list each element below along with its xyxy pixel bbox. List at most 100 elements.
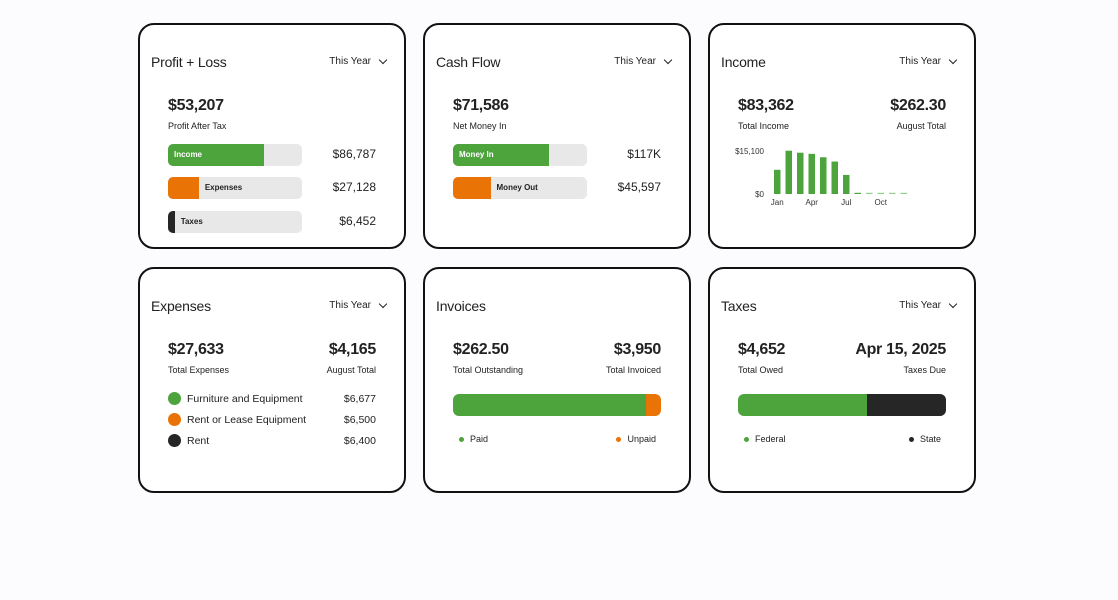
period-label: This Year bbox=[614, 56, 656, 67]
legend-state: State bbox=[908, 434, 941, 444]
income-bar-feb bbox=[785, 150, 792, 194]
category-value: $6,400 bbox=[343, 435, 376, 447]
taxes-due-date: Apr 15, 2025 bbox=[855, 341, 946, 358]
income-bar-mar bbox=[797, 152, 804, 194]
bar-label: Money In bbox=[459, 150, 494, 159]
taxes-card: Taxes This Year $4,652 Total Owed Apr 15… bbox=[708, 267, 976, 493]
bar-label: Money Out bbox=[496, 183, 538, 192]
legend-paid: Paid bbox=[459, 434, 488, 444]
card-title: Invoices bbox=[436, 298, 486, 314]
expenses-card: Expenses This Year $27,633 Total Expense… bbox=[138, 267, 406, 493]
august-total-label: August Total bbox=[326, 365, 376, 375]
bar-money-in: Money In bbox=[453, 144, 587, 166]
period-label: This Year bbox=[899, 300, 941, 311]
chevron-down-icon bbox=[378, 55, 388, 64]
category-label: Furniture and Equipment bbox=[187, 392, 303, 405]
unpaid-segment bbox=[646, 394, 661, 416]
bar-fill bbox=[168, 177, 199, 199]
y-tick-label: $15,100 bbox=[735, 147, 764, 156]
x-tick-label: Apr bbox=[806, 198, 819, 207]
card-title: Expenses bbox=[151, 298, 211, 314]
legend-federal: Federal bbox=[744, 434, 786, 444]
total-income-label: Total Income bbox=[738, 121, 790, 131]
august-total-label: August Total bbox=[896, 121, 946, 131]
profit-label: Profit After Tax bbox=[168, 121, 227, 131]
category-label: Rent or Lease Equipment bbox=[187, 413, 307, 426]
period-dropdown[interactable]: This Year bbox=[329, 55, 388, 67]
income-bar-aug bbox=[854, 192, 861, 194]
total-outstanding-label: Total Outstanding bbox=[453, 365, 524, 375]
bar-fill bbox=[168, 211, 175, 233]
dark-dot-icon bbox=[908, 436, 914, 442]
profit-loss-card: Profit + Loss This Year $53,207 Profit A… bbox=[138, 23, 406, 249]
category-value: $6,677 bbox=[343, 393, 376, 405]
card-title: Income bbox=[721, 54, 766, 70]
bar-fill bbox=[453, 144, 550, 166]
federal-segment bbox=[738, 394, 867, 416]
legend-label: Paid bbox=[470, 434, 489, 444]
income-bar-may bbox=[820, 157, 827, 194]
legend-label: Federal bbox=[755, 434, 786, 444]
x-tick-label: Oct bbox=[875, 198, 888, 207]
income-card: Income This Year $83,362 Total Income $2… bbox=[708, 23, 976, 249]
green-dot-icon bbox=[459, 436, 464, 442]
period-dropdown[interactable]: This Year bbox=[329, 299, 388, 311]
total-invoiced-label: Total Invoiced bbox=[605, 365, 661, 375]
bar-value: $45,597 bbox=[617, 180, 661, 194]
period-label: This Year bbox=[899, 56, 941, 67]
legend-label: Unpaid bbox=[627, 434, 656, 444]
income-bar-dec bbox=[900, 192, 907, 194]
tax-split-bar bbox=[738, 394, 946, 416]
income-bar-nov bbox=[889, 192, 896, 194]
invoice-status-bar bbox=[453, 394, 661, 416]
profit-amount: $53,207 bbox=[168, 97, 224, 114]
bar-value: $117K bbox=[627, 147, 661, 161]
bar-money-out: Money Out bbox=[453, 177, 587, 199]
card-title: Profit + Loss bbox=[151, 54, 227, 70]
bar-fill bbox=[453, 177, 491, 199]
income-bar-jun bbox=[831, 161, 838, 194]
chevron-down-icon bbox=[663, 55, 673, 64]
august-total: $4,165 bbox=[328, 341, 376, 358]
chevron-down-icon bbox=[948, 299, 958, 308]
green-dot-icon bbox=[744, 436, 749, 442]
period-label: This Year bbox=[329, 300, 371, 311]
total-owed-label: Total Owed bbox=[738, 365, 784, 375]
total-owed: $4,652 bbox=[738, 341, 786, 358]
income-bar-oct bbox=[877, 192, 884, 194]
total-invoiced: $3,950 bbox=[613, 341, 661, 358]
bar-expenses: Expenses bbox=[168, 177, 302, 199]
period-dropdown[interactable]: This Year bbox=[899, 299, 958, 311]
bar-label: Expenses bbox=[204, 183, 243, 192]
y-tick-label: $0 bbox=[755, 190, 764, 199]
income-bar-sep bbox=[866, 192, 873, 194]
x-tick-label: Jan bbox=[771, 198, 784, 207]
net-amount: $71,586 bbox=[453, 97, 509, 114]
bar-value: $6,452 bbox=[339, 214, 376, 228]
state-segment bbox=[866, 394, 946, 416]
bar-label: Income bbox=[174, 150, 203, 159]
income-bar-apr bbox=[808, 153, 815, 194]
net-label: Net Money In bbox=[453, 121, 507, 131]
total-expenses: $27,633 bbox=[168, 341, 224, 358]
period-dropdown[interactable]: This Year bbox=[899, 55, 958, 67]
category-label: Rent bbox=[187, 434, 210, 447]
invoices-card: Invoices $262.50 Total Outstanding $3,95… bbox=[423, 267, 691, 493]
bar-fill bbox=[168, 144, 265, 166]
august-total: $262.30 bbox=[890, 97, 946, 114]
bar-label: Taxes bbox=[180, 217, 203, 226]
card-title: Cash Flow bbox=[436, 54, 501, 70]
x-tick-label: Jul bbox=[841, 198, 851, 207]
category-value: $6,500 bbox=[343, 414, 376, 426]
legend-label: State bbox=[919, 434, 941, 444]
bar-value: $86,787 bbox=[332, 147, 376, 161]
chevron-down-icon bbox=[948, 55, 958, 64]
income-bar-jan bbox=[774, 169, 781, 194]
total-expenses-label: Total Expenses bbox=[168, 365, 230, 375]
bar-taxes: Taxes bbox=[168, 211, 302, 233]
period-dropdown[interactable]: This Year bbox=[614, 55, 673, 67]
category-dot-icon bbox=[168, 413, 181, 426]
income-bar-jul bbox=[843, 174, 850, 194]
paid-segment bbox=[453, 394, 647, 416]
taxes-due-label: Taxes Due bbox=[903, 365, 946, 375]
